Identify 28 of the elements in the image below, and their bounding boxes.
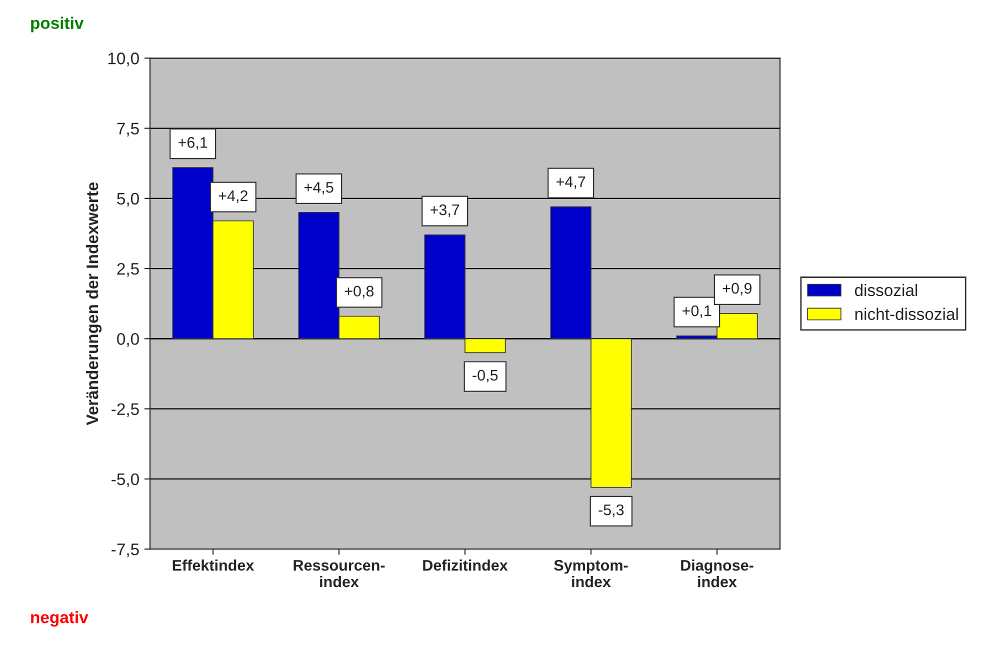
legend-label: nicht-dissozial (855, 308, 958, 320)
y-tick-label: -5,0 (112, 473, 139, 488)
x-tick-label: Diagnose- index (681, 560, 754, 588)
data-label: -5,3 (598, 504, 624, 518)
x-tick-label: Effektindex (172, 560, 254, 571)
y-tick-label: 7,5 (117, 122, 139, 136)
y-tick-label: 0,0 (117, 333, 139, 347)
x-tick-label: Symptom- index (554, 560, 628, 588)
x-tick-label: Ressourcen- index (294, 560, 385, 588)
y-tick-label: -7,5 (112, 544, 139, 558)
y-tick-label: 2,5 (117, 262, 139, 277)
data-label: +4,7 (556, 176, 586, 189)
y-axis-title: Veränderungen der Indexwerte (86, 182, 102, 426)
text: negativ (31, 611, 88, 627)
y-tick-label: 10,0 (108, 52, 139, 66)
data-label: +0,9 (722, 282, 752, 296)
data-label: +4,2 (218, 190, 248, 203)
data-label: +4,5 (304, 182, 334, 195)
data-label: +6,1 (178, 137, 208, 150)
y-tick-label: 5,0 (117, 192, 139, 207)
data-label: +0,1 (682, 305, 712, 318)
text: positiv (31, 16, 84, 32)
y-tick-label: -2,5 (112, 403, 139, 417)
data-label: +0,8 (344, 286, 374, 298)
data-label: -0,5 (472, 370, 498, 382)
data-label: +3,7 (430, 204, 460, 218)
legend-label: dissozial (854, 284, 918, 296)
x-tick-label: Defizitindex (423, 560, 508, 571)
